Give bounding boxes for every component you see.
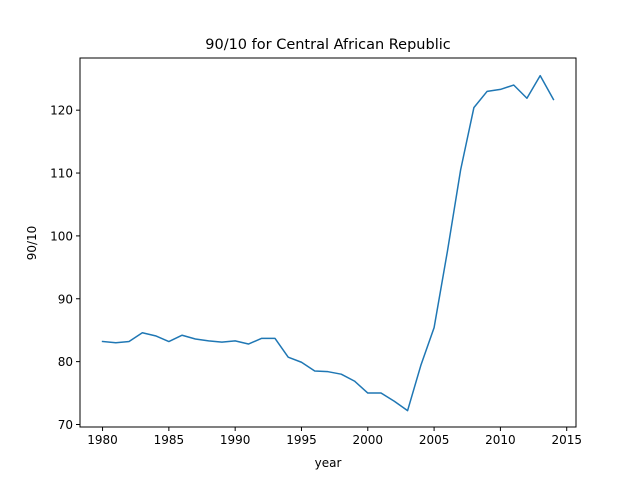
x-tick-label: 1985 [154,433,185,447]
y-tick-label: 120 [50,104,73,118]
x-tick-label: 2010 [485,433,516,447]
series-line [101,74,555,412]
y-tick-label: 100 [50,229,73,243]
y-axis-label: 90/10 [25,226,39,261]
y-tick-label: 70 [58,418,73,432]
y-tick-label: 80 [58,355,73,369]
x-axis-label: year [315,456,342,470]
x-tick-label: 2005 [419,433,450,447]
y-tick-label: 90 [58,292,73,306]
x-tick-label: 1995 [286,433,317,447]
x-tick-label: 2015 [551,433,582,447]
plot-frame [79,57,577,428]
x-tick-label: 1990 [220,433,251,447]
x-tick-label: 2000 [353,433,384,447]
x-tick-label: 1980 [87,433,118,447]
y-tick-label: 110 [50,167,73,181]
chart-title: 90/10 for Central African Republic [205,37,451,53]
